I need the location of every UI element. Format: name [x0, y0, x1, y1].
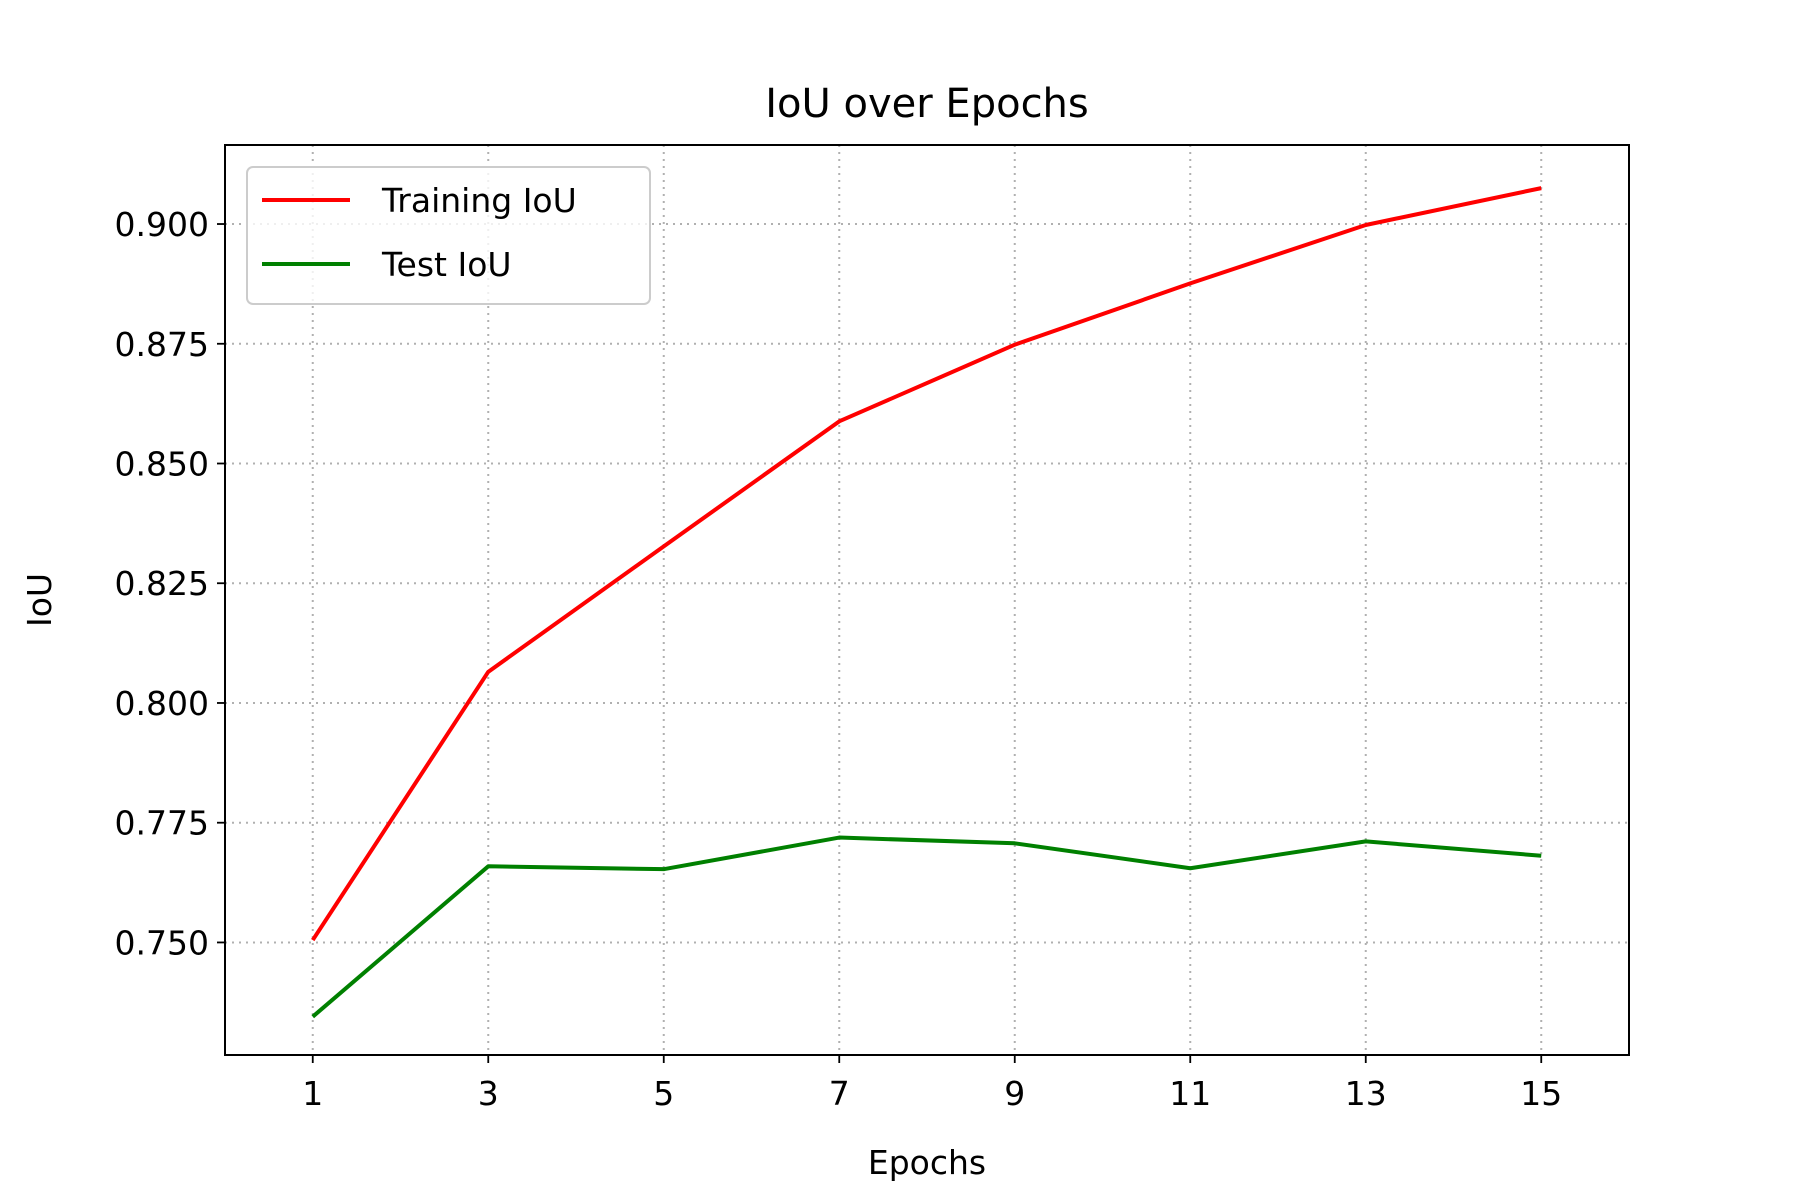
- x-axis-ticks: 1 3 5 7 9 11 13 15: [302, 1055, 1562, 1113]
- x-tick-label: 7: [829, 1074, 850, 1113]
- y-tick-label: 0.875: [115, 325, 209, 364]
- series-lines: [311, 186, 1542, 1019]
- y-tick-label: 0.750: [115, 923, 209, 962]
- x-tick-label: 9: [1004, 1074, 1025, 1113]
- y-axis-ticks: 0.750 0.775 0.800 0.825 0.850 0.875 0.900: [115, 205, 225, 962]
- y-tick-label: 0.800: [115, 684, 209, 723]
- x-tick-label: 3: [478, 1074, 499, 1113]
- x-tick-label: 13: [1345, 1074, 1387, 1113]
- y-tick-label: 0.850: [115, 445, 209, 484]
- y-axis-title: IoU: [20, 573, 59, 627]
- series-line-test-iou: [311, 835, 1542, 1019]
- x-tick-label: 15: [1520, 1074, 1562, 1113]
- y-tick-label: 0.825: [115, 564, 209, 603]
- chart-title: IoU over Epochs: [765, 81, 1089, 127]
- legend-label-training-iou: Training IoU: [381, 181, 577, 220]
- x-tick-label: 5: [653, 1074, 674, 1113]
- x-tick-label: 1: [302, 1074, 323, 1113]
- plot-frame: [224, 144, 1630, 1056]
- legend-label-test-iou: Test IoU: [381, 245, 512, 284]
- y-tick-label: 0.900: [115, 205, 209, 244]
- x-tick-label: 11: [1169, 1074, 1211, 1113]
- y-tick-label: 0.775: [115, 804, 209, 843]
- series-line-training-iou: [311, 186, 1542, 942]
- legend: Training IoU Test IoU: [246, 166, 651, 305]
- grid: [225, 145, 1629, 1055]
- x-axis-title: Epochs: [868, 1143, 986, 1182]
